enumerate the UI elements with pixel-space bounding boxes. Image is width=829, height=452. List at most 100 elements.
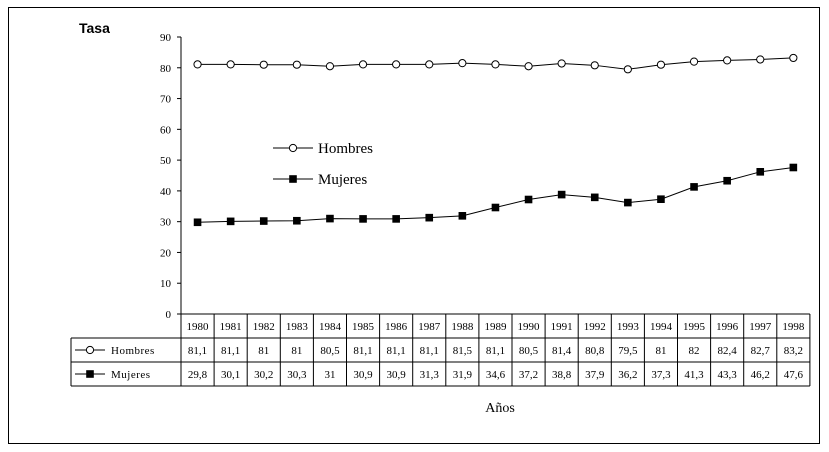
data-point-mujeres: [590, 193, 599, 202]
y-tick-label: 90: [160, 32, 172, 44]
legend-label-hombres: Hombres: [318, 141, 373, 157]
data-label-hombres: 80,5: [320, 345, 340, 357]
data-label-mujeres: 34,6: [486, 369, 506, 381]
data-point-hombres: [458, 59, 467, 68]
data-point-hombres: [623, 65, 632, 74]
legend-marker-mujeres: [289, 175, 297, 183]
x-tick-label: 1983: [286, 321, 309, 333]
data-label-mujeres: 37,9: [585, 369, 605, 381]
x-tick-label: 1996: [716, 321, 739, 333]
data-point-mujeres: [491, 203, 500, 212]
y-tick-label: 20: [160, 247, 172, 259]
data-point-mujeres: [789, 163, 798, 172]
data-point-hombres: [789, 53, 798, 63]
data-label-hombres: 83,2: [784, 345, 803, 357]
data-point-mujeres: [193, 218, 202, 227]
x-axis-label: Años: [485, 401, 515, 416]
data-point-hombres: [425, 60, 434, 69]
y-tick-label: 60: [160, 124, 172, 136]
data-label-mujeres: 30,2: [254, 369, 273, 381]
x-tick-label: 1981: [220, 321, 242, 333]
data-point-mujeres: [756, 168, 765, 176]
data-point-mujeres: [624, 198, 632, 207]
data-point-hombres: [656, 60, 666, 69]
data-point-hombres: [689, 57, 699, 66]
data-point-hombres: [259, 60, 268, 69]
data-label-mujeres: 46,2: [751, 369, 770, 381]
x-tick-label: 1980: [187, 321, 210, 333]
data-point-hombres: [491, 60, 500, 69]
data-label-hombres: 82,4: [718, 345, 738, 357]
data-label-hombres: 81: [655, 345, 666, 357]
data-label-hombres: 82: [689, 345, 700, 357]
data-label-hombres: 82,7: [751, 345, 771, 357]
data-point-mujeres: [425, 213, 434, 222]
data-point-mujeres: [226, 217, 235, 226]
data-point-mujeres: [557, 190, 566, 199]
y-tick-label: 0: [166, 309, 172, 321]
data-label-hombres: 81,1: [221, 345, 240, 357]
x-tick-label: 1994: [650, 321, 673, 333]
y-tick-label: 40: [160, 186, 172, 198]
x-tick-label: 1988: [451, 321, 474, 333]
data-label-hombres: 81,1: [353, 345, 372, 357]
x-tick-label: 1985: [352, 321, 375, 333]
data-point-hombres: [292, 60, 301, 69]
data-point-hombres: [193, 60, 202, 69]
legend-label-mujeres: Mujeres: [318, 172, 367, 188]
y-tick-label: 70: [160, 94, 172, 106]
data-point-hombres: [524, 62, 533, 71]
data-point-mujeres: [690, 183, 698, 191]
series-line-mujeres: [197, 167, 794, 223]
x-tick-label: 1987: [418, 321, 441, 333]
data-point-mujeres: [524, 195, 533, 204]
data-point-mujeres: [458, 212, 467, 220]
data-label-hombres: 79,5: [618, 345, 638, 357]
x-tick-label: 1995: [683, 321, 706, 333]
data-label-mujeres: 41,3: [684, 369, 704, 381]
data-label-mujeres: 29,8: [188, 369, 208, 381]
series-mujeres: [193, 163, 798, 227]
data-label-mujeres: 47,6: [784, 369, 804, 381]
data-label-hombres: 81,1: [188, 345, 207, 357]
data-label-hombres: 81,4: [552, 345, 572, 357]
data-label-hombres: 81: [258, 345, 269, 357]
data-label-hombres: 81,1: [420, 345, 439, 357]
data-point-hombres: [756, 55, 765, 64]
data-label-hombres: 80,5: [519, 345, 539, 357]
y-tick-label: 50: [160, 155, 172, 167]
line-chart: Tasa Años 0 10 20 30 40 50 60 70 80 90 Hombres Muj…: [70, 20, 811, 416]
data-label-mujeres: 31,9: [453, 369, 473, 381]
table-series-name: Mujeres: [111, 369, 151, 381]
x-tick-label: 1998: [782, 321, 805, 333]
chart-frame: Tasa Años 0 10 20 30 40 50 60 70 80 90 Hombres Muj…: [8, 7, 820, 444]
table-legend-marker-hombres: [85, 345, 95, 355]
plot-area: [193, 53, 798, 227]
data-label-mujeres: 38,8: [552, 369, 572, 381]
data-point-hombres: [325, 62, 335, 71]
data-table: 1980 1981 1982 1983 1984 1985 1986 1987 1988 1989…: [70, 313, 811, 387]
data-point-mujeres: [326, 214, 334, 223]
data-label-mujeres: 30,9: [353, 369, 373, 381]
data-label-mujeres: 30,3: [287, 369, 307, 381]
legend-marker-hombres: [288, 143, 298, 153]
data-point-hombres: [226, 60, 235, 69]
data-label-mujeres: 37,3: [651, 369, 671, 381]
data-label-hombres: 81,1: [387, 345, 406, 357]
x-tick-label: 1984: [319, 321, 342, 333]
data-point-mujeres: [293, 216, 301, 225]
x-tick-label: 1991: [551, 321, 573, 333]
data-point-hombres: [590, 61, 599, 70]
data-point-mujeres: [657, 195, 665, 203]
data-label-mujeres: 31: [324, 369, 335, 381]
data-point-hombres: [723, 56, 732, 65]
series-hombres: [193, 53, 798, 74]
data-point-mujeres: [259, 217, 268, 225]
data-label-mujeres: 31,3: [420, 369, 440, 381]
table-series-name: Hombres: [111, 345, 155, 357]
data-label-mujeres: 36,2: [618, 369, 637, 381]
data-label-hombres: 81,1: [486, 345, 505, 357]
axes: 0 10 20 30 40 50 60 70 80 90: [160, 32, 182, 321]
data-point-mujeres: [359, 215, 367, 223]
data-point-mujeres: [723, 176, 731, 185]
